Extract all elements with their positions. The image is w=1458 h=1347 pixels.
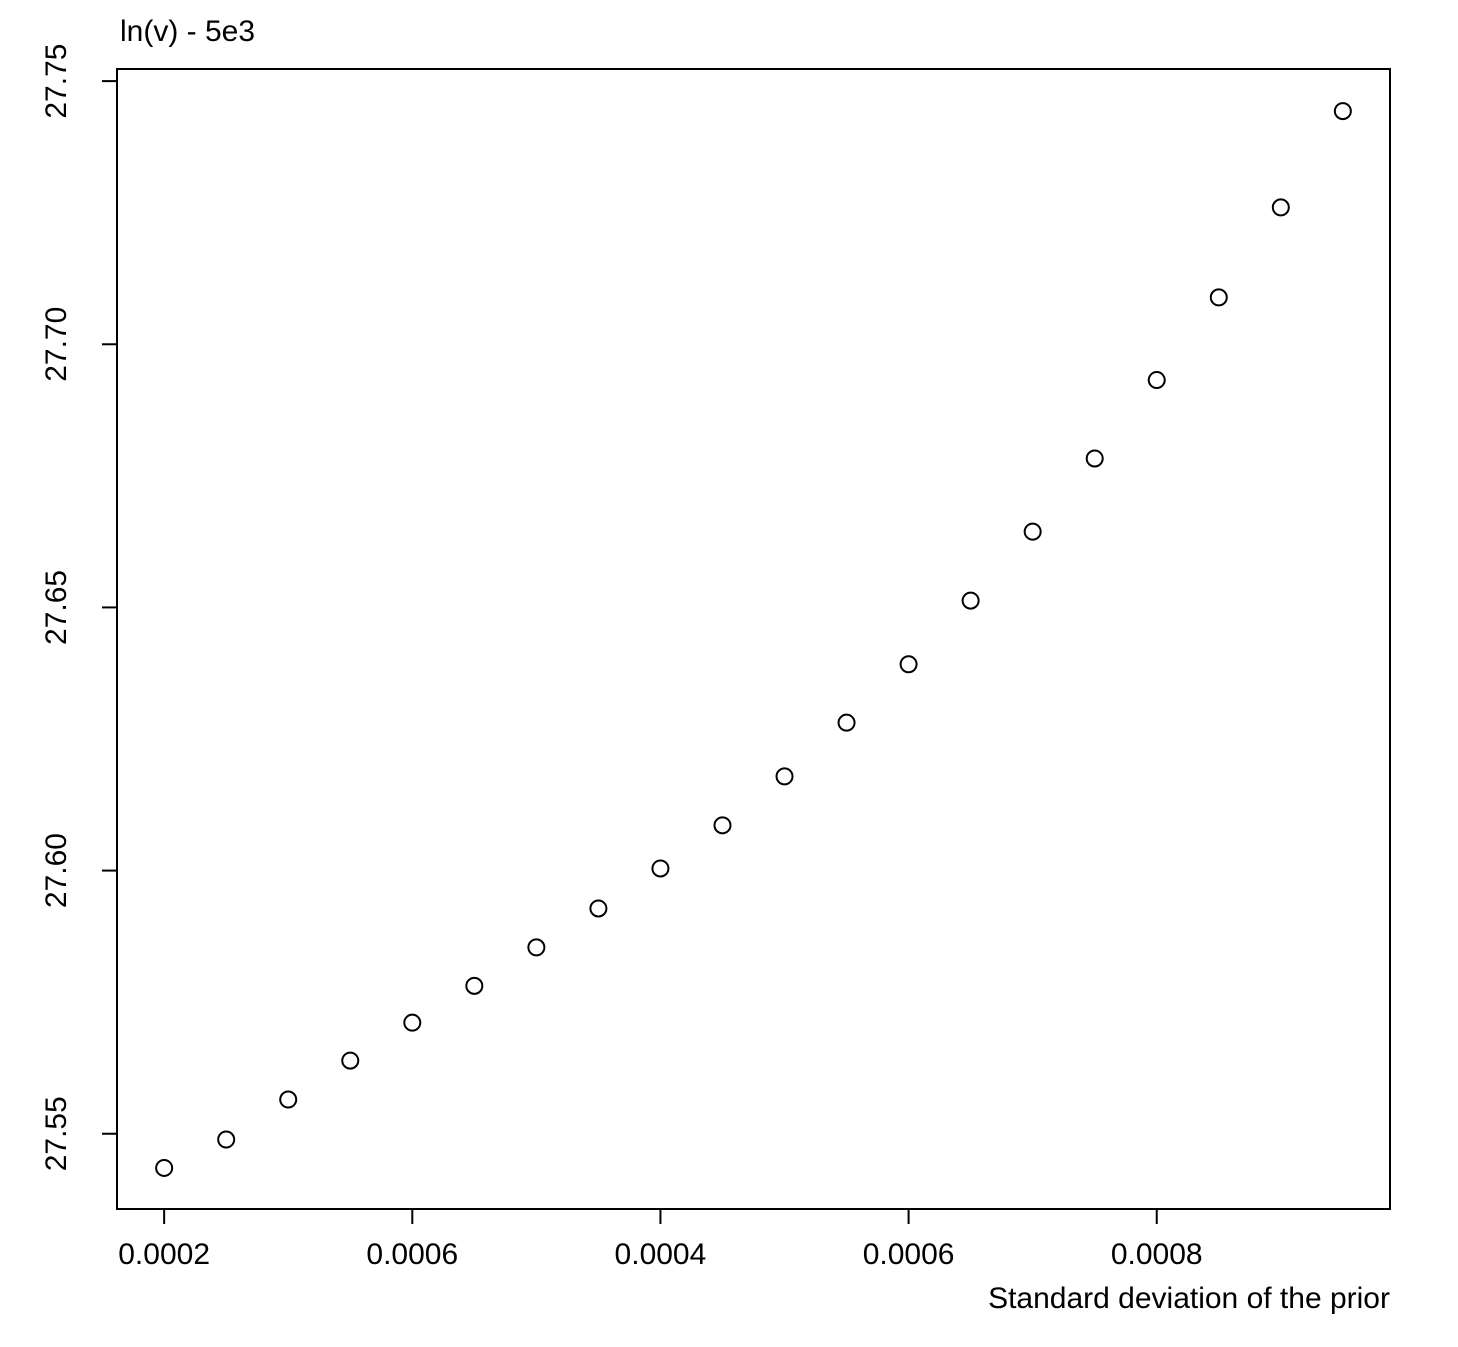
x-tick-label: 0.0002: [118, 1238, 210, 1271]
x-tick-label: 0.0004: [615, 1238, 707, 1271]
y-tick-label: 27.55: [40, 1096, 73, 1171]
y-tick-label: 27.65: [40, 570, 73, 645]
point: [1085, 449, 1104, 468]
point: [961, 591, 980, 610]
point: [713, 816, 732, 835]
point: [1209, 288, 1228, 307]
point: [589, 899, 608, 918]
plot-frame: [116, 68, 1391, 1210]
x-tick-label: 0.0008: [1111, 1238, 1203, 1271]
chart-title: ln(v) - 5e3: [120, 15, 255, 48]
point: [465, 976, 484, 995]
x-axis-label: Standard deviation of the prior: [988, 1282, 1390, 1315]
x-tick-label: 0.0006: [863, 1238, 955, 1271]
y-tick-label: 27.70: [40, 307, 73, 382]
point: [527, 938, 546, 957]
point: [217, 1130, 236, 1149]
point: [155, 1158, 174, 1177]
x-tick-label: 0.0006: [366, 1238, 458, 1271]
y-tick-label: 27.60: [40, 833, 73, 908]
point: [775, 767, 794, 786]
point: [279, 1090, 298, 1109]
point: [899, 655, 918, 674]
point: [837, 713, 856, 732]
y-tick-label: 27.75: [40, 44, 73, 119]
point: [341, 1051, 360, 1070]
point: [1147, 371, 1166, 390]
point: [1271, 198, 1290, 217]
point: [403, 1013, 422, 1032]
point: [1333, 102, 1352, 121]
point: [1023, 522, 1042, 541]
point: [651, 859, 670, 878]
